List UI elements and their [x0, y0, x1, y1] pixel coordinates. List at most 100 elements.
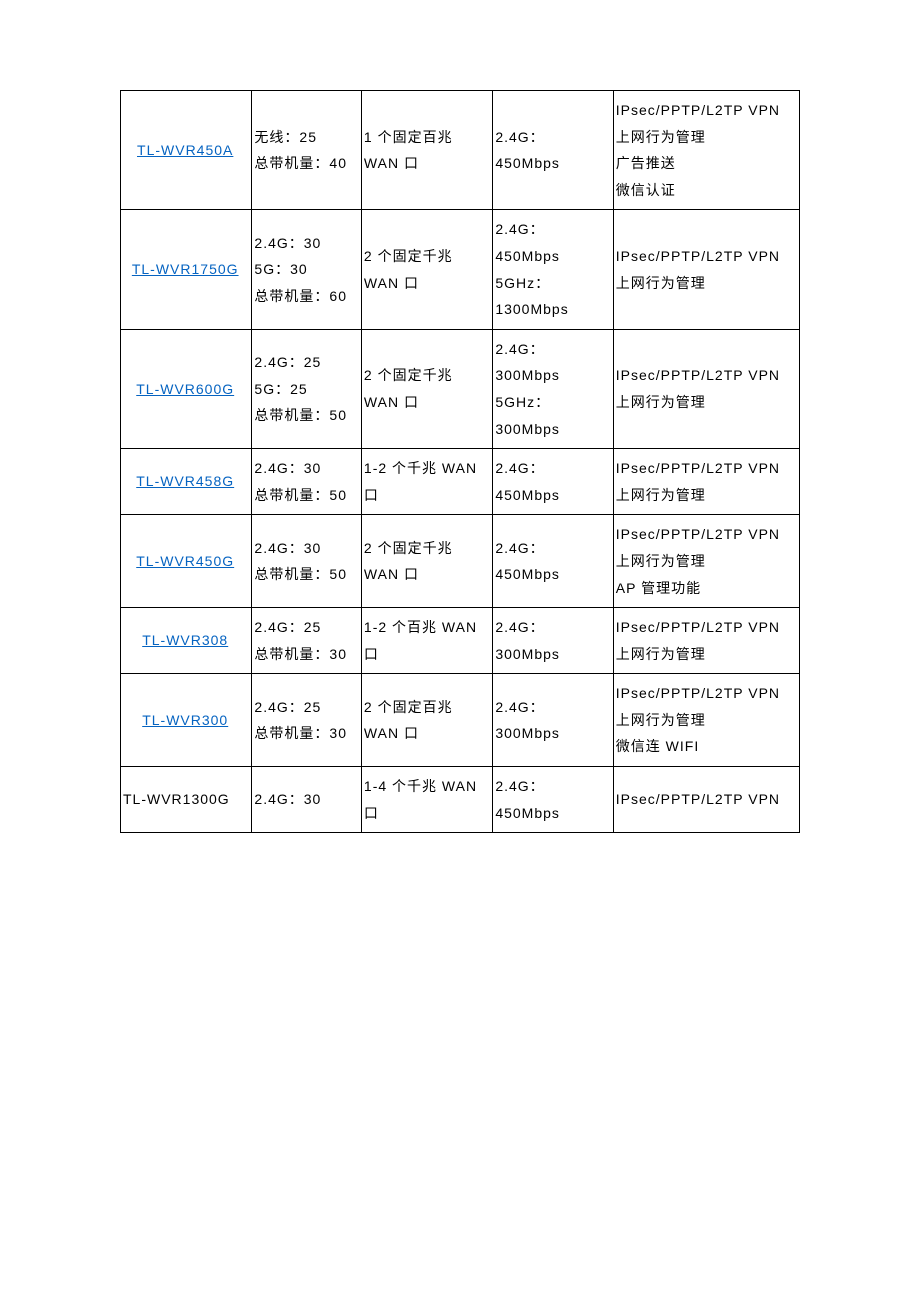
features-cell-line: 上网行为管理 — [616, 641, 795, 668]
table-row: TL-WVR3082.4G：25总带机量：301-2 个百兆 WAN 口2.4G… — [121, 608, 800, 674]
table-row: TL-WVR1300G2.4G：301-4 个千兆 WAN 口2.4G：450M… — [121, 767, 800, 833]
features-cell-line: 上网行为管理 — [616, 270, 795, 297]
capacity-cell-line: 2.4G：25 — [254, 614, 357, 641]
table-row: TL-WVR450A无线：25总带机量：401 个固定百兆 WAN 口2.4G：… — [121, 91, 800, 210]
model-cell: TL-WVR600G — [121, 329, 252, 448]
capacity-cell: 2.4G：30 — [252, 767, 362, 833]
features-cell: IPsec/PPTP/L2TP VPN上网行为管理广告推送微信认证 — [613, 91, 799, 210]
table-row: TL-WVR600G2.4G：255G：25总带机量：502 个固定千兆 WAN… — [121, 329, 800, 448]
capacity-cell: 2.4G：305G：30总带机量：60 — [252, 210, 362, 329]
features-cell-line: 上网行为管理 — [616, 548, 795, 575]
capacity-cell-line: 总带机量：50 — [254, 402, 357, 429]
wan-cell: 1-2 个千兆 WAN 口 — [361, 449, 492, 515]
capacity-cell-line: 2.4G：30 — [254, 455, 357, 482]
model-cell: TL-WVR450G — [121, 515, 252, 608]
features-cell: IPsec/PPTP/L2TP VPN上网行为管理微信连 WIFI — [613, 674, 799, 767]
speed-cell-line: 2.4G：450Mbps — [495, 124, 608, 177]
features-cell-line: IPsec/PPTP/L2TP VPN — [616, 455, 795, 482]
model-cell: TL-WVR308 — [121, 608, 252, 674]
features-cell-line: 上网行为管理 — [616, 124, 795, 151]
wan-cell: 2 个固定千兆 WAN 口 — [361, 329, 492, 448]
model-link[interactable]: TL-WVR458G — [136, 473, 234, 489]
model-link[interactable]: TL-WVR600G — [136, 381, 234, 397]
features-cell-line: IPsec/PPTP/L2TP VPN — [616, 97, 795, 124]
wan-cell-line: 2 个固定千兆 WAN 口 — [364, 243, 488, 296]
capacity-cell-line: 2.4G：25 — [254, 349, 357, 376]
speed-cell: 2.4G：450Mbps5GHz：1300Mbps — [493, 210, 613, 329]
speed-cell-line: 5GHz：1300Mbps — [495, 270, 608, 323]
model-link[interactable]: TL-WVR450A — [137, 142, 233, 158]
model-link[interactable]: TL-WVR300 — [142, 712, 228, 728]
features-cell: IPsec/PPTP/L2TP VPN上网行为管理 — [613, 608, 799, 674]
document-page: TL-WVR450A无线：25总带机量：401 个固定百兆 WAN 口2.4G：… — [0, 0, 920, 893]
speed-cell-line: 2.4G：300Mbps — [495, 336, 608, 389]
table-row: TL-WVR458G2.4G：30总带机量：501-2 个千兆 WAN 口2.4… — [121, 449, 800, 515]
features-cell-line: 微信认证 — [616, 177, 795, 204]
speed-cell: 2.4G：300Mbps — [493, 608, 613, 674]
features-cell-line: IPsec/PPTP/L2TP VPN — [616, 362, 795, 389]
wan-cell: 1-4 个千兆 WAN 口 — [361, 767, 492, 833]
wan-cell: 1 个固定百兆 WAN 口 — [361, 91, 492, 210]
router-spec-table: TL-WVR450A无线：25总带机量：401 个固定百兆 WAN 口2.4G：… — [120, 90, 800, 833]
speed-cell-line: 2.4G：300Mbps — [495, 614, 608, 667]
speed-cell: 2.4G：300Mbps — [493, 674, 613, 767]
wan-cell-line: 1-2 个千兆 WAN 口 — [364, 455, 488, 508]
capacity-cell-line: 5G：25 — [254, 376, 357, 403]
wan-cell: 1-2 个百兆 WAN 口 — [361, 608, 492, 674]
capacity-cell-line: 总带机量：50 — [254, 482, 357, 509]
features-cell: IPsec/PPTP/L2TP VPN — [613, 767, 799, 833]
wan-cell: 2 个固定千兆 WAN 口 — [361, 210, 492, 329]
table-row: TL-WVR3002.4G：25总带机量：302 个固定百兆 WAN 口2.4G… — [121, 674, 800, 767]
capacity-cell-line: 2.4G：30 — [254, 230, 357, 257]
speed-cell-line: 2.4G：450Mbps — [495, 773, 608, 826]
features-cell-line: 微信连 WIFI — [616, 733, 795, 760]
capacity-cell-line: 总带机量：30 — [254, 641, 357, 668]
wan-cell-line: 2 个固定千兆 WAN 口 — [364, 362, 488, 415]
features-cell: IPsec/PPTP/L2TP VPN上网行为管理 — [613, 210, 799, 329]
model-cell: TL-WVR1750G — [121, 210, 252, 329]
capacity-cell: 2.4G：30总带机量：50 — [252, 449, 362, 515]
model-link[interactable]: TL-WVR450G — [136, 553, 234, 569]
capacity-cell: 2.4G：25总带机量：30 — [252, 608, 362, 674]
model-cell: TL-WVR1300G — [121, 767, 252, 833]
capacity-cell-line: 总带机量：30 — [254, 720, 357, 747]
features-cell-line: IPsec/PPTP/L2TP VPN — [616, 786, 795, 813]
features-cell-line: IPsec/PPTP/L2TP VPN — [616, 521, 795, 548]
features-cell: IPsec/PPTP/L2TP VPN上网行为管理 — [613, 329, 799, 448]
wan-cell-line: 2 个固定百兆 WAN 口 — [364, 694, 488, 747]
speed-cell: 2.4G：300Mbps5GHz：300Mbps — [493, 329, 613, 448]
capacity-cell: 2.4G：30总带机量：50 — [252, 515, 362, 608]
model-link[interactable]: TL-WVR308 — [142, 632, 228, 648]
wan-cell-line: 2 个固定千兆 WAN 口 — [364, 535, 488, 588]
features-cell: IPsec/PPTP/L2TP VPN上网行为管理AP 管理功能 — [613, 515, 799, 608]
wan-cell-line: 1-2 个百兆 WAN 口 — [364, 614, 488, 667]
features-cell: IPsec/PPTP/L2TP VPN上网行为管理 — [613, 449, 799, 515]
table-row: TL-WVR450G 2.4G：30总带机量：502 个固定千兆 WAN 口2.4… — [121, 515, 800, 608]
capacity-cell-line: 2.4G：30 — [254, 786, 357, 813]
capacity-cell-line: 总带机量：60 — [254, 283, 357, 310]
model-cell: TL-WVR300 — [121, 674, 252, 767]
wan-cell-line: 1 个固定百兆 WAN 口 — [364, 124, 488, 177]
model-cell: TL-WVR458G — [121, 449, 252, 515]
wan-cell: 2 个固定百兆 WAN 口 — [361, 674, 492, 767]
capacity-cell: 2.4G：255G：25总带机量：50 — [252, 329, 362, 448]
speed-cell: 2.4G：450Mbps — [493, 91, 613, 210]
features-cell-line: 广告推送 — [616, 150, 795, 177]
speed-cell: 2.4G：450Mbps — [493, 767, 613, 833]
features-cell-line: IPsec/PPTP/L2TP VPN — [616, 614, 795, 641]
features-cell-line: 上网行为管理 — [616, 389, 795, 416]
model-link[interactable]: TL-WVR1750G — [132, 261, 239, 277]
capacity-cell: 2.4G：25总带机量：30 — [252, 674, 362, 767]
capacity-cell-line: 2.4G：25 — [254, 694, 357, 721]
wan-cell: 2 个固定千兆 WAN 口 — [361, 515, 492, 608]
capacity-cell: 无线：25总带机量：40 — [252, 91, 362, 210]
features-cell-line: 上网行为管理 — [616, 707, 795, 734]
speed-cell-line: 2.4G：450Mbps — [495, 216, 608, 269]
capacity-cell-line: 无线：25 — [254, 124, 357, 151]
capacity-cell-line: 5G：30 — [254, 256, 357, 283]
speed-cell: 2.4G：450Mbps — [493, 515, 613, 608]
capacity-cell-line: 总带机量：50 — [254, 561, 357, 588]
speed-cell-line: 2.4G：300Mbps — [495, 694, 608, 747]
capacity-cell-line: 总带机量：40 — [254, 150, 357, 177]
features-cell-line: 上网行为管理 — [616, 482, 795, 509]
